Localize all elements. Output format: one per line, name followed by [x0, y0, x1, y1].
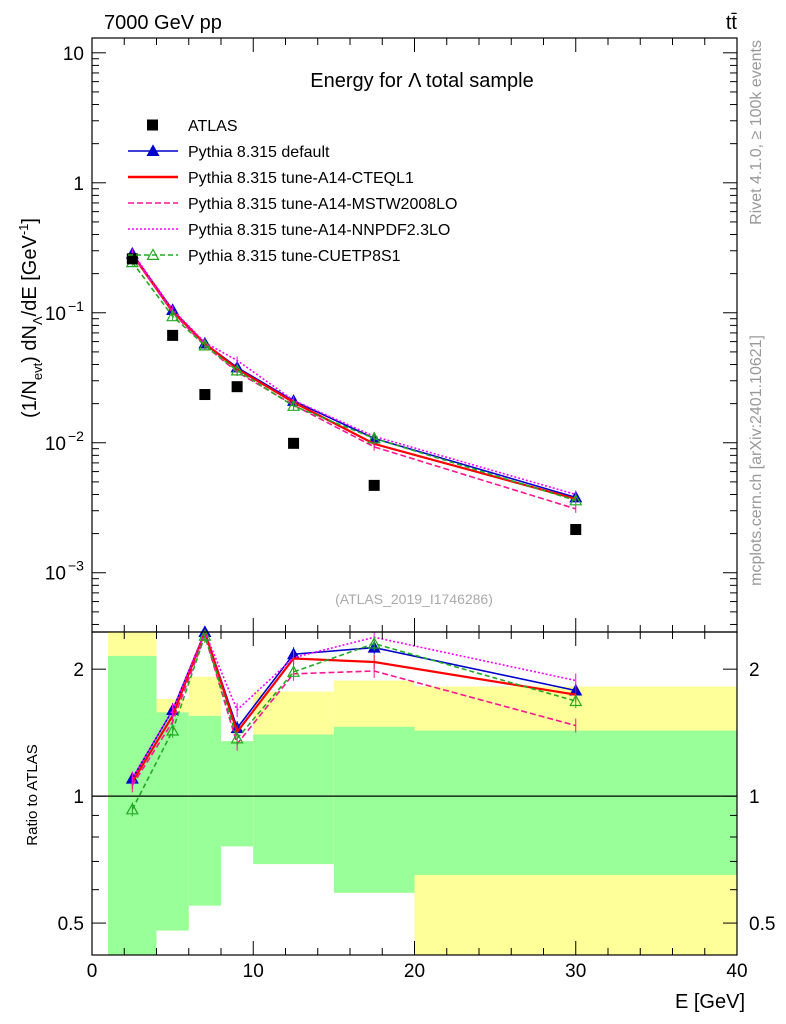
atlas-point-3 [231, 381, 243, 393]
ratio-series-4-marker-6 [569, 694, 583, 707]
main-ylabel: (1/Nevt) dNΛ/dE [GeV-1] [16, 218, 45, 418]
legend-label-1: Pythia 8.315 tune-A14-CTEQL1 [188, 170, 414, 187]
main-ytick-label-2: 10 [45, 304, 66, 325]
x-tick-label-20: 20 [404, 961, 425, 982]
main-series-line-2 [131, 254, 576, 510]
watermark: (ATLAS_2019_I1746286) [335, 591, 493, 607]
legend-marker-4 [146, 248, 160, 260]
main-ytick-exp-4: −3 [68, 558, 84, 574]
x-tick-label-40: 40 [726, 961, 747, 982]
ratio-ylabel: Ratio to ATLAS [24, 744, 41, 845]
legend-marker-0 [146, 144, 160, 156]
atlas-point-4 [288, 437, 300, 449]
green-band-1 [156, 712, 189, 931]
ratio-series-4-marker-5 [367, 636, 381, 649]
main-series-line-0 [131, 253, 576, 499]
green-band-6 [414, 730, 737, 876]
ratio-ytick-label-right-0: 0.5 [749, 914, 775, 935]
ratio-series-4-marker-4 [287, 665, 301, 677]
x-axis-label: E [GeV] [675, 991, 745, 1013]
x-tick-label-0: 0 [87, 961, 98, 982]
ratio-ytick-label-left-2: 2 [73, 660, 84, 681]
green-band-2 [188, 715, 221, 906]
main-title: Energy for Λ total sample [310, 70, 533, 92]
main-series-line-1 [131, 254, 577, 500]
legend-atlas-label: ATLAS [188, 118, 238, 135]
x-tick-label-30: 30 [565, 961, 586, 982]
mcplots-label: mcplots.cern.ch [arXiv:2401.10621] [748, 335, 765, 586]
ratio-ytick-label-right-1: 1 [749, 787, 760, 808]
ratio-series-4-marker-3 [230, 731, 244, 744]
main-series-line-3 [131, 252, 576, 496]
main-series-4-marker-6 [569, 493, 583, 506]
legend-label-4: Pythia 8.315 tune-CUETP8S1 [188, 248, 401, 265]
atlas-point-2 [199, 389, 211, 401]
main-series-4-marker-2 [198, 338, 212, 351]
green-band-5 [333, 726, 415, 893]
header-left: 7000 GeV pp [104, 12, 222, 34]
ratio-series-4-marker-2 [198, 629, 212, 641]
ratio-ytick-label-left-1: 1 [73, 787, 84, 808]
main-ytick-label-4: 10 [45, 564, 66, 585]
green-band-3 [221, 741, 254, 847]
main-ytick-label-1: 1 [73, 174, 84, 195]
atlas-point-6 [570, 524, 582, 536]
ratio-series-4-marker-1 [166, 723, 180, 736]
rivet-label: Rivet 4.1.0, ≥ 100k events [748, 40, 765, 225]
legend-label-0: Pythia 8.315 default [188, 144, 330, 161]
ratio-ytick-label-left-0: 0.5 [58, 914, 84, 935]
main-series-4-marker-1 [166, 309, 180, 322]
ratio-panel: 0 10 20 30 40 0.5 0.5 1 1 2 2 [58, 625, 775, 982]
main-ytick-label-0: 10 [63, 44, 84, 65]
main-series-4-marker-5 [367, 431, 381, 444]
main-ytick-exp-3: −2 [68, 428, 84, 444]
legend-label-3: Pythia 8.315 tune-A14-NNPDF2.3LO [188, 222, 450, 239]
header-right: tt̄ [726, 12, 738, 34]
main-series-line-4 [131, 261, 576, 502]
x-tick-label-10: 10 [243, 961, 264, 982]
main-ytick-exp-2: −1 [68, 298, 84, 314]
legend-label-2: Pythia 8.315 tune-A14-MSTW2008LO [188, 196, 457, 213]
main-series-4-marker-3 [230, 363, 244, 376]
green-band-4 [253, 734, 334, 865]
main-series-4-marker-4 [287, 399, 301, 411]
ratio-ytick-label-right-2: 2 [749, 660, 760, 681]
main-ytick-label-3: 10 [45, 434, 66, 455]
atlas-point-0 [126, 253, 138, 265]
ratio-series-4-marker-0 [125, 802, 139, 815]
legend-atlas-marker [147, 119, 158, 131]
atlas-point-1 [167, 329, 179, 341]
legend: ATLAS Pythia 8.315 default Pythia 8.315 tu… [128, 118, 457, 265]
atlas-point-5 [368, 479, 380, 491]
